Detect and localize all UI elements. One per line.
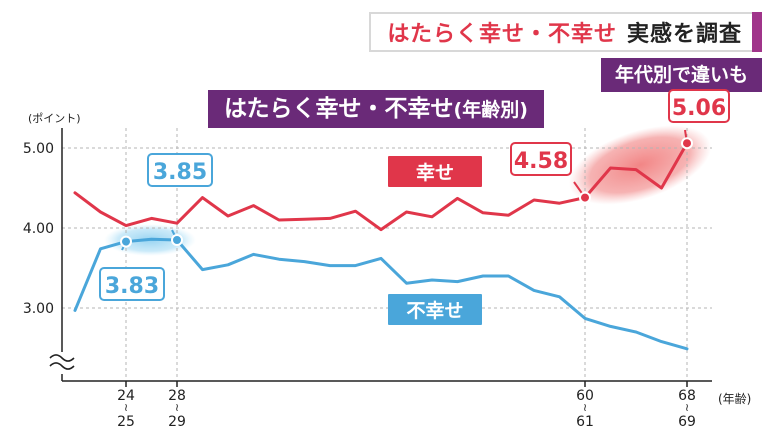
series-line-unhappy [73,237,689,351]
callout-value: 5.06 [672,96,726,121]
callout-value: 3.85 [153,160,207,185]
y-tick-label: 5.00 [23,141,54,157]
data-point-marker [120,235,132,248]
y-tick-label: 4.00 [23,221,54,237]
x-tick-label-top: 60 [576,388,594,404]
x-tick-label-top: 28 [168,388,186,404]
callout-box [668,89,730,123]
axis-break-icon [49,354,75,370]
callout-value: 4.58 [514,149,568,174]
x-tick-label-bottom: 25 [117,414,135,430]
data-point-marker [171,234,183,246]
header-title-dark: 実感を調査 [626,22,742,47]
header-subtitle: 年代別で違いも [600,58,762,92]
x-tick-label-top: 68 [678,388,696,404]
callout-box [510,142,572,176]
header-accent-bar [752,12,762,52]
x-axis-label: (年齢) [718,391,751,406]
chart-title-suffix: (年齢別) [453,99,528,121]
series-name-label: 不幸せ [406,300,463,322]
data-point-marker [681,137,693,150]
chart-title: はたらく幸せ・不幸せ(年齢別) [208,90,544,128]
header-title-box: はたらく幸せ・不幸せ 実感を調査 [369,12,762,52]
callout-box [147,153,213,187]
header-banner: はたらく幸せ・不幸せ 実感を調査 年代別で違いも [369,12,762,92]
callout-box [99,267,165,301]
happy-highlight-glow [568,125,712,205]
y-tick-label: 3.00 [23,301,54,317]
x-tick-label-top: 24 [117,388,135,404]
callout-value: 3.83 [105,274,159,299]
x-tick-label-bottom: 69 [678,414,696,430]
x-tick-tilde: ≀ [685,401,689,414]
x-tick-tilde: ≀ [124,401,128,414]
series-name-label: 幸せ [416,162,454,184]
y-axis-label: (ポイント) [28,112,81,125]
x-tick-label-bottom: 61 [576,414,594,430]
series-name-box-unhappy [388,294,482,325]
x-tick-tilde: ≀ [583,401,587,414]
header-title-red: はたらく幸せ・不幸せ [387,22,617,47]
chart-title-main: はたらく幸せ・不幸せ [224,96,454,122]
data-point-marker [579,191,591,204]
series-name-box-happy [388,156,482,187]
x-tick-tilde: ≀ [175,401,179,414]
x-tick-label-bottom: 29 [168,414,186,430]
